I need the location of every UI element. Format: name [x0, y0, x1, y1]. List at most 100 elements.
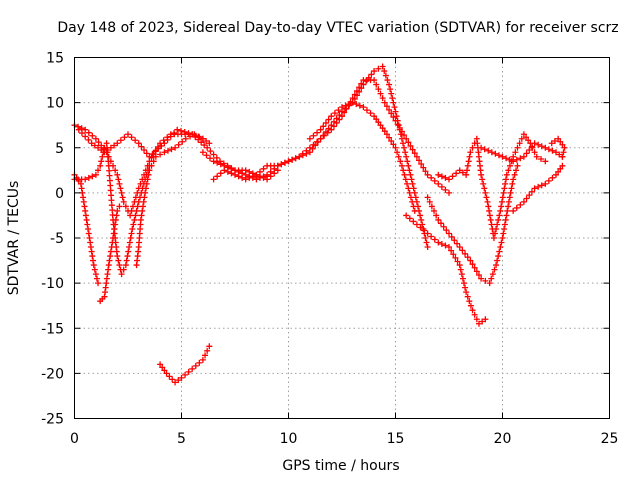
data-point — [463, 289, 470, 296]
data-point — [446, 176, 452, 183]
data-point — [459, 247, 466, 254]
data-point — [485, 147, 492, 154]
data-point — [517, 155, 524, 162]
data-point — [179, 138, 186, 145]
x-tick-labels: 0 5 10 15 20 25 — [70, 431, 618, 447]
data-point — [152, 148, 159, 155]
data-point — [138, 143, 145, 150]
data-point — [487, 216, 494, 223]
data-point — [428, 203, 435, 210]
data-point — [129, 225, 136, 232]
data-point — [404, 158, 411, 165]
data-point — [481, 146, 488, 153]
data-point — [203, 152, 210, 159]
data-point — [130, 221, 137, 228]
data-point — [189, 365, 196, 372]
data-point — [169, 376, 176, 383]
data-point — [85, 230, 92, 237]
data-point — [85, 136, 92, 143]
data-point — [500, 230, 507, 237]
data-point — [377, 90, 384, 97]
data-point — [117, 137, 124, 144]
data-point — [82, 126, 89, 133]
data-point — [379, 95, 386, 102]
data-point — [397, 158, 404, 165]
data-point — [167, 133, 174, 140]
data-point — [217, 170, 224, 177]
data-point — [210, 158, 217, 165]
data-point — [387, 86, 394, 93]
data-point — [122, 203, 129, 210]
data-point — [214, 173, 221, 180]
data-point — [498, 239, 505, 246]
data-point — [363, 107, 370, 114]
series-trace-11 — [424, 162, 521, 287]
data-point — [317, 135, 324, 142]
data-point — [489, 271, 496, 278]
data-point — [433, 212, 440, 219]
x-axis-label: GPS time / hours — [282, 458, 399, 474]
data-point — [195, 136, 202, 143]
data-point — [408, 176, 415, 183]
data-point — [531, 149, 538, 156]
data-point — [396, 124, 403, 131]
data-point — [548, 140, 555, 147]
data-point — [462, 284, 469, 291]
data-point — [379, 125, 386, 132]
data-point — [456, 244, 463, 251]
data-point — [381, 68, 388, 75]
data-point — [321, 132, 328, 139]
data-point — [405, 162, 412, 169]
data-point — [124, 253, 131, 260]
data-point — [454, 258, 461, 265]
data-point — [207, 148, 214, 155]
data-point — [98, 147, 105, 154]
data-point — [531, 140, 538, 147]
data-point — [140, 198, 147, 205]
data-point — [410, 203, 417, 210]
data-point — [98, 158, 105, 165]
data-point — [395, 153, 402, 160]
data-point — [467, 302, 474, 309]
data-point — [386, 134, 393, 141]
data-point — [448, 233, 455, 240]
data-point — [398, 162, 405, 169]
data-point — [377, 122, 384, 129]
data-point — [246, 174, 253, 181]
data-point — [289, 156, 296, 163]
data-point — [116, 180, 123, 187]
data-point — [559, 162, 566, 169]
data-point — [107, 248, 114, 255]
data-point — [150, 158, 157, 165]
data-point — [424, 171, 431, 178]
data-point — [479, 318, 486, 325]
data-point — [479, 176, 486, 183]
data-point — [438, 173, 445, 180]
data-point — [407, 194, 414, 201]
data-point — [138, 212, 145, 219]
data-point — [166, 373, 173, 380]
data-point — [507, 189, 514, 196]
data-point — [125, 248, 132, 255]
data-point — [454, 240, 461, 247]
data-point — [296, 153, 303, 160]
data-point — [422, 235, 429, 241]
data-point — [403, 135, 410, 142]
data-point — [501, 225, 508, 232]
y-axis-label: SDTVAR / TECUs — [6, 181, 22, 296]
data-point — [199, 135, 206, 142]
data-point — [90, 257, 97, 264]
data-point — [509, 180, 516, 187]
data-point — [182, 135, 189, 142]
data-point — [328, 113, 335, 120]
data-point — [232, 171, 238, 178]
data-point — [342, 102, 349, 109]
x-tick-label: 0 — [70, 431, 79, 447]
data-point — [466, 298, 473, 305]
data-point — [426, 198, 433, 205]
data-point — [126, 244, 133, 251]
data-point — [503, 212, 510, 219]
data-point — [555, 135, 562, 142]
data-point — [505, 203, 512, 210]
data-point — [134, 203, 141, 210]
